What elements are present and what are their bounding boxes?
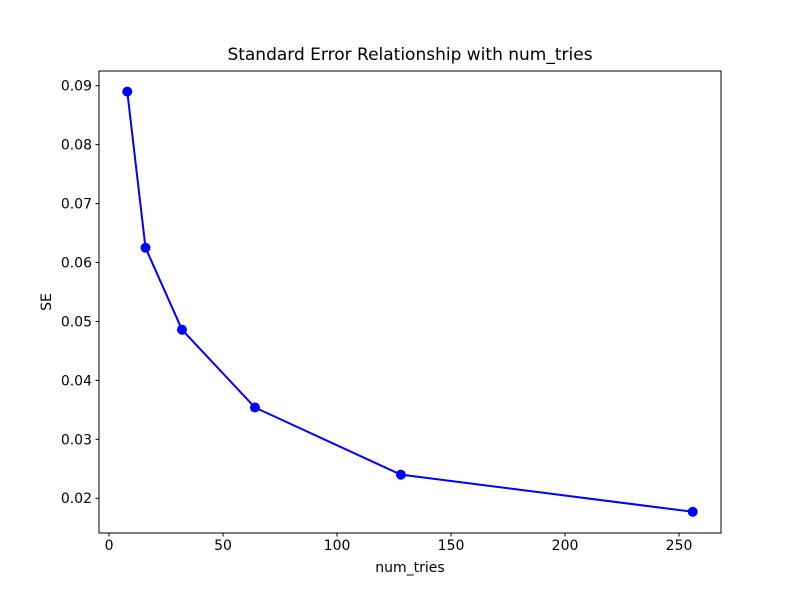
y-tick-label: 0.03 bbox=[61, 432, 92, 448]
y-tick-label: 0.07 bbox=[61, 197, 92, 213]
y-tick-label: 0.02 bbox=[61, 491, 92, 507]
x-tick-label: 250 bbox=[666, 538, 693, 554]
y-tick-label: 0.06 bbox=[61, 256, 92, 272]
x-tick-label: 50 bbox=[214, 538, 232, 554]
data-point bbox=[395, 469, 406, 480]
y-tick-label: 0.05 bbox=[61, 314, 92, 330]
y-tick-label: 0.08 bbox=[61, 138, 92, 154]
data-point bbox=[249, 402, 260, 413]
data-point bbox=[140, 242, 151, 253]
x-tick-label: 200 bbox=[552, 538, 579, 554]
x-tick-label: 0 bbox=[105, 538, 114, 554]
x-tick-label: 150 bbox=[438, 538, 465, 554]
y-axis-label: SE bbox=[39, 293, 55, 311]
y-tick-label: 0.04 bbox=[61, 373, 92, 389]
x-axis-label: num_tries bbox=[375, 560, 445, 576]
data-point bbox=[122, 86, 133, 97]
data-point bbox=[687, 506, 698, 517]
chart-title: Standard Error Relationship with num_tri… bbox=[227, 45, 593, 65]
plot-area-background bbox=[99, 71, 721, 533]
se-line bbox=[126, 90, 694, 513]
data-point bbox=[176, 324, 187, 335]
x-tick-label: 100 bbox=[324, 538, 351, 554]
axes-spines bbox=[98, 70, 722, 534]
y-tick-label: 0.09 bbox=[61, 79, 92, 95]
